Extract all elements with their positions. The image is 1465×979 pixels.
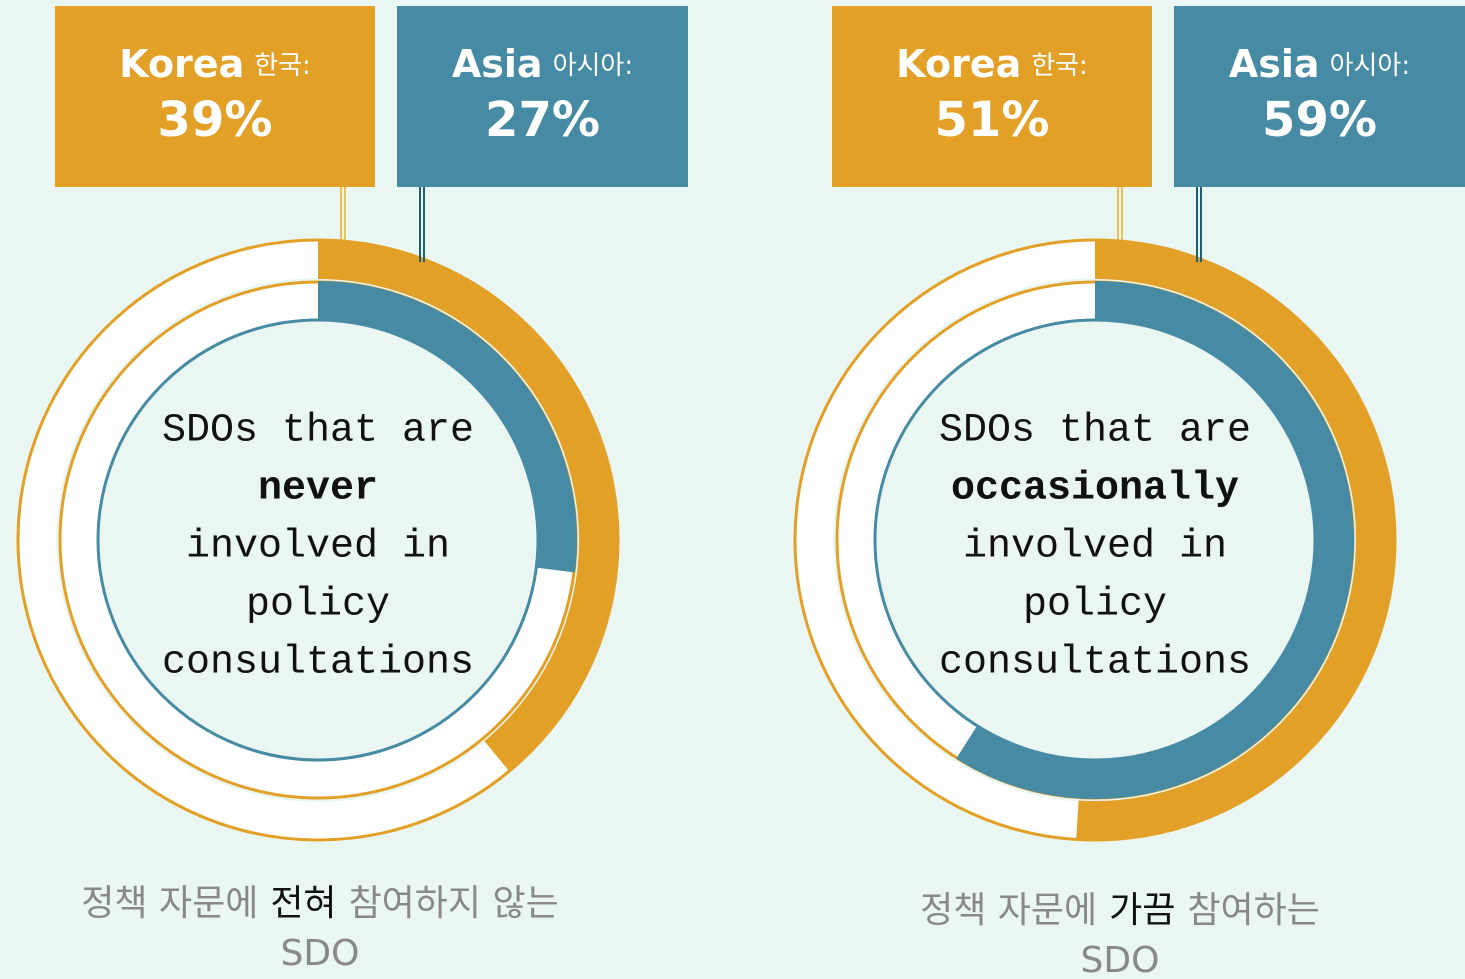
legend-label: Asia 아시아: — [452, 42, 633, 86]
legend-box — [1174, 6, 1465, 187]
legend-label: Korea 한국: — [896, 42, 1088, 86]
caption-text: 참여하는 — [1187, 890, 1319, 931]
legend-label: Korea 한국: — [119, 42, 311, 86]
legend-box — [55, 6, 375, 187]
legend-box — [397, 6, 688, 187]
ring-arc — [317, 281, 577, 573]
caption: 정책 자문에 전혀 참여하지 않는 — [81, 883, 558, 924]
series-name-ko: 아시아: — [1330, 51, 1411, 81]
caption-line2: SDO — [1081, 940, 1160, 979]
series-name-ko: 한국: — [1031, 51, 1088, 81]
center-text: involved in — [963, 525, 1227, 570]
value-label: 27% — [485, 92, 600, 148]
series-name: Korea — [119, 42, 244, 86]
ring-arc — [956, 281, 1354, 799]
center-text: policy — [1023, 583, 1167, 628]
series-name-ko: 한국: — [254, 51, 311, 81]
caption-emphasis: 가끔 — [1109, 890, 1175, 931]
caption-line2: SDO — [281, 933, 360, 974]
center-emphasis: never — [258, 467, 378, 512]
inner-circle — [873, 318, 1317, 762]
center-text: policy — [246, 583, 390, 628]
center-emphasis: occasionally — [951, 467, 1239, 512]
caption-text: 정책 자문에 — [920, 890, 1097, 931]
ring-arc — [1076, 239, 1397, 841]
caption-emphasis: 전혀 — [270, 883, 336, 924]
series-name: Asia — [1229, 42, 1320, 86]
center-text: SDOs that are — [939, 409, 1251, 454]
series-name-ko: 아시아: — [553, 51, 634, 81]
center-text: involved in — [186, 525, 450, 570]
caption-text: 정책 자문에 — [81, 883, 258, 924]
series-name: Asia — [452, 42, 543, 86]
caption-text: 참여하지 않는 — [349, 883, 559, 924]
legend-box — [832, 6, 1152, 187]
inner-circle — [96, 318, 540, 762]
value-label: 59% — [1262, 92, 1377, 148]
caption: 정책 자문에 가끔 참여하는 — [920, 890, 1320, 931]
value-label: 51% — [935, 92, 1050, 148]
value-label: 39% — [158, 92, 273, 148]
series-name: Korea — [896, 42, 1021, 86]
legend-label: Asia 아시아: — [1229, 42, 1410, 86]
center-text: consultations — [939, 641, 1251, 686]
center-text: consultations — [162, 641, 474, 686]
ring-arc — [317, 239, 619, 772]
center-text: SDOs that are — [162, 409, 474, 454]
